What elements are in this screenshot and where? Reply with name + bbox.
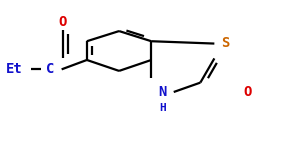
Text: C: C — [46, 62, 55, 76]
Text: H: H — [159, 103, 166, 113]
Text: N: N — [156, 83, 170, 101]
Text: Et: Et — [6, 62, 22, 76]
Text: S: S — [221, 36, 230, 50]
Text: Et: Et — [4, 60, 24, 78]
Text: H: H — [157, 101, 168, 115]
Text: O: O — [56, 13, 70, 31]
Text: O: O — [59, 15, 67, 29]
Text: N: N — [158, 85, 167, 99]
Text: C: C — [44, 60, 57, 78]
Text: O: O — [244, 85, 252, 99]
Text: O: O — [241, 83, 255, 101]
Text: S: S — [220, 34, 231, 52]
